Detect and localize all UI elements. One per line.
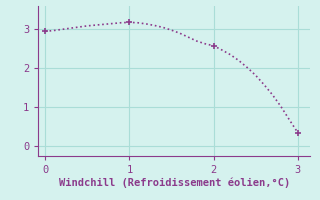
X-axis label: Windchill (Refroidissement éolien,°C): Windchill (Refroidissement éolien,°C) (59, 178, 290, 188)
